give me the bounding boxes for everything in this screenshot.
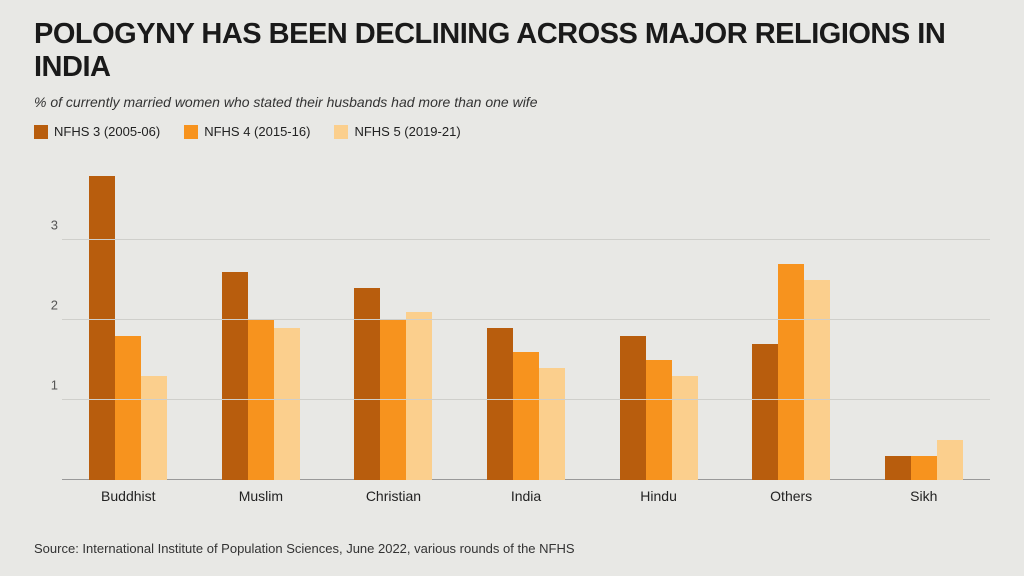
gridline: [62, 239, 990, 240]
bar: [752, 344, 778, 480]
bar-group: [725, 160, 858, 480]
bar: [89, 176, 115, 480]
bar-group: [592, 160, 725, 480]
bar: [115, 336, 141, 480]
x-tick-label: Sikh: [857, 484, 990, 506]
legend-item: NFHS 4 (2015-16): [184, 124, 310, 139]
bar: [222, 272, 248, 480]
bar: [354, 288, 380, 480]
bar-group: [195, 160, 328, 480]
legend-item: NFHS 5 (2019-21): [334, 124, 460, 139]
y-tick-label: 3: [40, 218, 58, 233]
bar: [380, 320, 406, 480]
bar-group: [327, 160, 460, 480]
legend-swatch: [34, 125, 48, 139]
bar: [646, 360, 672, 480]
legend-label: NFHS 3 (2005-06): [54, 124, 160, 139]
bar: [672, 376, 698, 480]
bar: [248, 320, 274, 480]
chart-subtitle: % of currently married women who stated …: [34, 94, 990, 110]
legend-label: NFHS 5 (2019-21): [354, 124, 460, 139]
bar: [911, 456, 937, 480]
bar: [885, 456, 911, 480]
bar: [778, 264, 804, 480]
chart-title: POLOGYNY HAS BEEN DECLINING ACROSS MAJOR…: [34, 18, 990, 84]
bar: [406, 312, 432, 480]
bar: [274, 328, 300, 480]
bar-group: [857, 160, 990, 480]
bar-group: [62, 160, 195, 480]
bar: [141, 376, 167, 480]
x-tick-label: India: [460, 484, 593, 506]
bar: [487, 328, 513, 480]
bar: [539, 368, 565, 480]
plot-area: 123: [62, 160, 990, 480]
legend-swatch: [184, 125, 198, 139]
gridline: [62, 319, 990, 320]
x-tick-label: Hindu: [592, 484, 725, 506]
bar: [937, 440, 963, 480]
x-tick-label: Buddhist: [62, 484, 195, 506]
x-tick-label: Christian: [327, 484, 460, 506]
y-tick-label: 1: [40, 378, 58, 393]
gridline: [62, 399, 990, 400]
y-tick-label: 2: [40, 298, 58, 313]
x-tick-label: Others: [725, 484, 858, 506]
bar: [513, 352, 539, 480]
bar: [620, 336, 646, 480]
legend-swatch: [334, 125, 348, 139]
legend-label: NFHS 4 (2015-16): [204, 124, 310, 139]
legend: NFHS 3 (2005-06) NFHS 4 (2015-16) NFHS 5…: [34, 124, 990, 139]
bar-groups: [62, 160, 990, 480]
bar-group: [460, 160, 593, 480]
chart-area: 123 BuddhistMuslimChristianIndiaHinduOth…: [34, 160, 990, 506]
source-text: Source: International Institute of Popul…: [34, 541, 575, 556]
bar: [804, 280, 830, 480]
legend-item: NFHS 3 (2005-06): [34, 124, 160, 139]
x-tick-label: Muslim: [195, 484, 328, 506]
x-axis-labels: BuddhistMuslimChristianIndiaHinduOthersS…: [62, 484, 990, 506]
